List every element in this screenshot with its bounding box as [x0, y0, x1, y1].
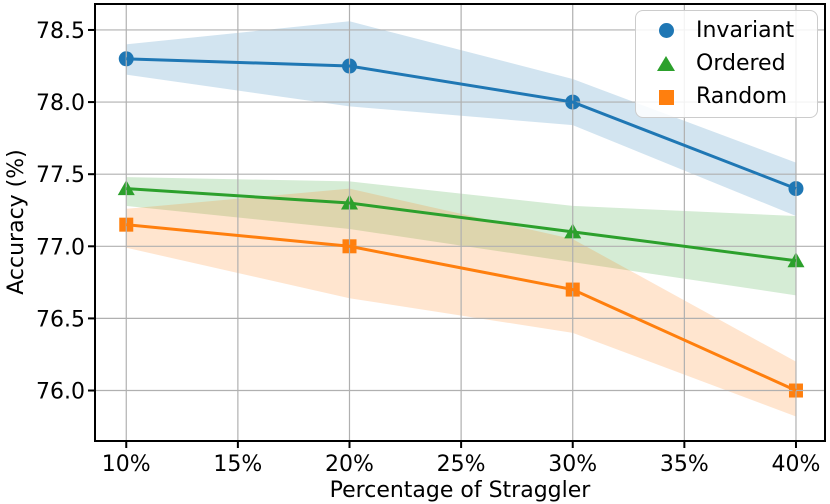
- axes-spines: [94, 3, 826, 442]
- triangle-marker-icon: [657, 56, 675, 72]
- legend-label: Ordered: [696, 50, 786, 76]
- x-tick-label: 35%: [660, 452, 709, 477]
- y-tick-label: 78.0: [36, 91, 85, 116]
- legend-label: Invariant: [696, 17, 795, 43]
- legend-item-random: Random: [636, 81, 817, 114]
- y-tick-label: 76.0: [36, 380, 85, 405]
- legend-item-ordered: Ordered: [636, 47, 817, 80]
- x-tick-label: 10%: [102, 452, 151, 477]
- x-tick-label: 25%: [437, 452, 486, 477]
- x-axis-title: Percentage of Straggler: [330, 478, 592, 503]
- square-marker-icon: [658, 89, 674, 105]
- series-line-ordered: [126, 187, 797, 263]
- x-tick-label: 30%: [548, 452, 597, 477]
- legend: Invariant Ordered Random: [635, 10, 818, 118]
- series-line-random: [126, 223, 797, 392]
- y-tick-label: 76.5: [36, 307, 85, 332]
- series-line-invariant: [126, 57, 797, 191]
- y-axis-title: Accuracy (%): [4, 149, 29, 295]
- y-tick-label: 77.5: [36, 163, 85, 188]
- x-tick-label: 40%: [772, 452, 821, 477]
- legend-item-invariant: Invariant: [636, 14, 817, 47]
- y-tick-label: 78.5: [36, 19, 85, 44]
- x-tick-label: 15%: [213, 452, 262, 477]
- plot-area: 10% 15% 20% 25% 30% 35% 40% 76.0 76.5 77.0 77.5 78.…: [36, 3, 826, 477]
- circle-marker-icon: [658, 23, 674, 39]
- y-tick-label: 77.0: [36, 235, 85, 260]
- x-tick-label: 20%: [325, 452, 374, 477]
- legend-label: Random: [696, 84, 788, 110]
- confidence-band-invariant: [126, 21, 796, 217]
